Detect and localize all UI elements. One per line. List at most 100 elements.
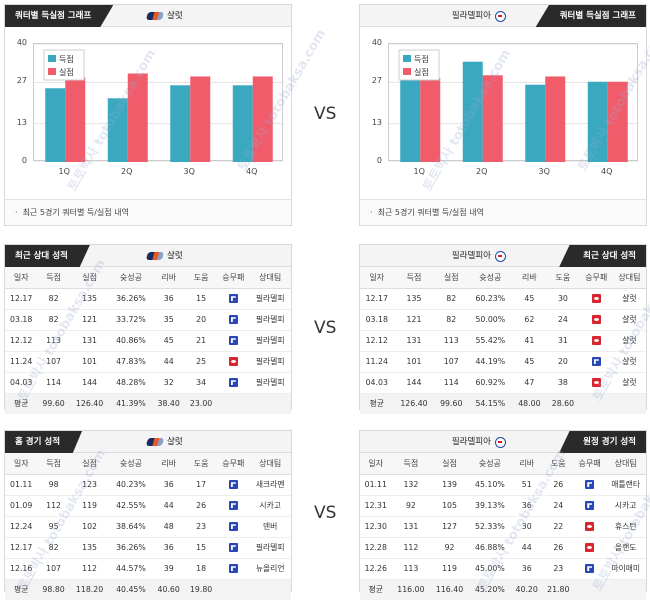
column-header: 슛성공	[468, 267, 513, 289]
result-cell	[217, 537, 250, 559]
column-header: 도움	[184, 267, 218, 289]
table-cell: 39.13%	[468, 495, 511, 517]
table-cell: 119	[430, 558, 469, 580]
y-tick-label: 27	[16, 76, 27, 86]
table-cell: 135	[69, 288, 110, 310]
table-cell: 24	[546, 309, 580, 331]
quarter-panel-right: 필라델피아 쿼터별 득실점 그래프 득점 실점 · 최근 5경기 쿼터별 득/실점…	[359, 4, 647, 226]
table-cell: 뉴올리언	[249, 558, 291, 580]
panel-tab-title: 쿼터별 득실점 그래프	[5, 5, 114, 27]
table-row: 04.03 114 144 48.28% 32 34 필라델피	[5, 372, 291, 394]
table-cell: 105	[430, 495, 469, 517]
table-cell: 47	[512, 372, 547, 394]
table-cell: 113	[391, 558, 431, 580]
column-header: 실점	[434, 267, 468, 289]
column-header: 승무패	[217, 267, 250, 289]
y-tick-label: 40	[371, 38, 382, 47]
table-header-row: 일자 득점 실점 슛성공 리바 도움 승무패 상대팀	[5, 267, 291, 289]
x-tick-label: 1Q	[58, 167, 70, 176]
table-cell: 36	[152, 288, 185, 310]
table-cell: 26	[542, 474, 575, 496]
table-cell: 15	[184, 537, 218, 559]
column-header: 승무패	[579, 267, 613, 289]
table-cell: 131	[69, 330, 110, 352]
panel-header: 필라델피아 원정 경기 성적	[360, 431, 646, 453]
x-tick-label: 4Q	[601, 167, 613, 176]
y-tick-label: 13	[16, 117, 27, 127]
column-header: 리바	[510, 453, 543, 475]
table-cell: 25	[184, 351, 218, 373]
table-cell: 36	[152, 474, 185, 496]
table-cell: 12.24	[5, 516, 38, 538]
x-tick-label: 3Q	[183, 167, 195, 176]
table-cell: 135	[393, 288, 435, 310]
table-cell: 샬럿	[612, 372, 646, 394]
table-cell: 01.09	[5, 495, 38, 517]
bar-allowed-2Q	[127, 73, 148, 162]
column-header: 실점	[69, 267, 110, 289]
table-cell: 시카고	[605, 495, 646, 517]
table-cell: 30	[510, 516, 543, 538]
table-cell: 36	[510, 495, 543, 517]
team-label: 필라델피아	[452, 245, 506, 267]
average-cell	[217, 393, 250, 414]
stats-table: 일자 득점 실점 슛성공 리바 도움 승무패 상대팀 12.17 82 135 36.26% 36 15 필…	[5, 267, 291, 414]
result-cell	[579, 309, 613, 331]
sixers-logo-icon	[495, 10, 506, 22]
table-header-row: 일자 득점 실점 슛성공 리바 도움 승무패 상대팀	[5, 453, 291, 475]
table-cell: 23	[542, 558, 575, 580]
legend-swatch	[403, 68, 411, 75]
average-cell: 41.39%	[109, 393, 153, 414]
table-cell: 114	[37, 372, 70, 394]
table-cell: 01.11	[5, 474, 38, 496]
loss-badge-icon	[228, 378, 238, 388]
column-header: 승무패	[574, 453, 606, 475]
team-label: 샬럿	[145, 431, 183, 453]
table-cell: 131	[393, 330, 435, 352]
average-cell: 19.80	[184, 579, 218, 600]
x-tick-label: 2Q	[476, 167, 488, 176]
table-cell: 121	[69, 309, 110, 331]
result-cell	[574, 495, 606, 517]
table-cell: 44.57%	[109, 558, 153, 580]
table-cell: 36	[152, 537, 185, 559]
team-label: 샬럿	[145, 5, 183, 27]
table-cell: 82	[434, 309, 468, 331]
table-row: 12.26 113 119 45.00% 36 23 마이애미	[360, 558, 646, 580]
bar-allowed-1Q	[65, 77, 86, 162]
stats-table: 일자 득점 실점 슛성공 리바 도움 승무패 상대팀 12.17 135 82 60.23% 45 30 샬…	[360, 267, 646, 414]
table-cell: 101	[69, 351, 110, 373]
average-cell: 54.15%	[468, 393, 513, 414]
average-cell	[579, 393, 613, 414]
table-cell: 113	[37, 330, 70, 352]
table-cell: 필라델피	[249, 351, 291, 373]
table-row: 12.31 92 105 39.13% 36 24 시카고	[360, 495, 646, 517]
hornets-logo-icon	[145, 252, 165, 260]
table-cell: 112	[391, 537, 431, 559]
table-cell: 32	[152, 372, 185, 394]
table-cell: 26	[184, 495, 218, 517]
x-tick-label: 2Q	[121, 167, 133, 176]
table-cell: 60.23%	[468, 288, 513, 310]
win-badge-icon	[591, 315, 601, 325]
table-cell: 36.26%	[109, 288, 153, 310]
loss-badge-icon	[228, 501, 238, 511]
column-header: 상대팀	[249, 267, 291, 289]
column-header: 상대팀	[605, 453, 646, 475]
chart-frame: 득점 실점	[388, 43, 639, 163]
loss-badge-icon	[585, 564, 595, 574]
quarter-panel-left: 쿼터별 득실점 그래프 샬럿 득점 실점 · 최근 5경기 쿼터별 득/실점 내역…	[4, 4, 292, 226]
table-cell: 101	[393, 351, 435, 373]
table-cell: 11.24	[360, 351, 394, 373]
stats-table: 일자 득점 실점 슛성공 리바 도움 승무패 상대팀 01.11 98 123 40.23% 36 17 새…	[5, 453, 291, 600]
average-cell: 평균	[5, 579, 38, 600]
average-cell: 40.60	[152, 579, 185, 600]
table-cell: 113	[434, 330, 468, 352]
table-cell: 12.17	[360, 288, 394, 310]
table-row: 11.24 101 107 44.19% 45 20 샬럿	[360, 351, 646, 373]
legend-label: 실점	[59, 67, 74, 77]
column-header: 리바	[152, 267, 185, 289]
table-cell: 33.72%	[109, 309, 153, 331]
column-header: 일자	[360, 267, 394, 289]
